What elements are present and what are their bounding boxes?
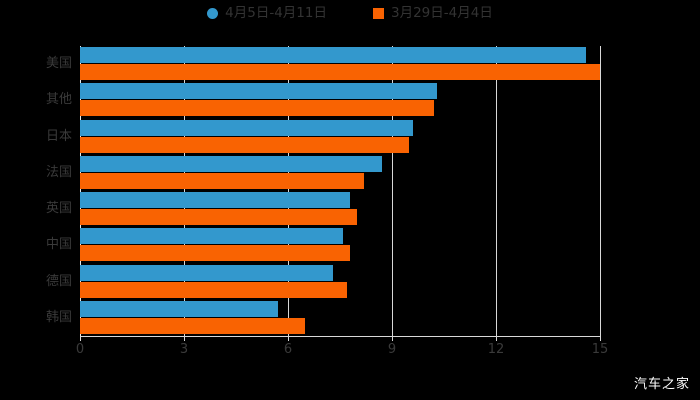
bar-group [80,191,600,227]
bar-2[interactable] [80,100,434,117]
legend-item-series-1[interactable]: 4月5日-4月11日 [207,6,327,20]
gridline-x-0 [80,46,81,336]
legend-label-series-1: 4月5日-4月11日 [225,5,327,21]
x-tick-mark [184,336,185,341]
y-axis-category-label: 韩国 [45,309,72,325]
bar-1[interactable] [80,155,382,172]
bar-2[interactable] [80,136,410,153]
bar-group [80,227,600,263]
x-tick-mark [80,336,81,341]
x-axis-line [80,336,601,337]
bar-group [80,119,600,155]
chart-legend: 4月5日-4月11日 3月29日-4月4日 [0,6,700,20]
y-axis-category-label: 德国 [45,273,72,289]
gridline-x-12 [496,46,497,336]
bar-group [80,300,600,336]
gridline-x-6 [288,46,289,336]
gridline-x-3 [184,46,185,336]
y-axis-category-label: 日本 [45,128,72,144]
bar-group [80,82,600,118]
bar-group [80,264,600,300]
gridline-x-15 [600,46,601,336]
legend-item-series-2[interactable]: 3月29日-4月4日 [373,6,493,20]
bar-group [80,155,600,191]
gridline-x-9 [392,46,393,336]
bar-2[interactable] [80,317,306,334]
y-axis-category-label: 英国 [45,201,72,217]
bar-1[interactable] [80,47,587,63]
y-axis-category-label: 中国 [45,237,72,253]
bar-2[interactable] [80,245,351,262]
legend-swatch-square-icon [373,7,384,19]
x-tick-mark [288,336,289,341]
bar-1[interactable] [80,228,344,245]
y-axis-category-label: 美国 [45,56,72,72]
bar-group [80,46,600,82]
bar-1[interactable] [80,264,334,281]
x-tick-mark [392,336,393,341]
bar-1[interactable] [80,119,413,136]
bar-2[interactable] [80,172,365,189]
watermark: 汽车之家 [633,377,690,392]
bar-2[interactable] [80,281,347,298]
bar-2[interactable] [80,209,358,225]
x-tick-mark [600,336,601,341]
x-tick-label: 6 [283,342,293,357]
x-tick-mark [496,336,497,341]
x-tick-label: 0 [75,342,85,357]
bar-1[interactable] [80,83,438,100]
bar-1[interactable] [80,192,351,208]
bar-2[interactable] [80,64,600,80]
x-tick-label: 9 [387,342,397,357]
bar-1[interactable] [80,300,278,317]
y-axis-category-label: 法国 [45,164,72,180]
x-tick-label: 15 [591,342,609,357]
x-tick-label: 3 [179,342,189,357]
plot-area [80,46,601,336]
x-tick-label: 12 [487,342,505,357]
y-axis-category-label: 其他 [45,92,72,108]
legend-swatch-circle-icon [207,7,219,19]
legend-label-series-2: 3月29日-4月4日 [391,5,493,21]
